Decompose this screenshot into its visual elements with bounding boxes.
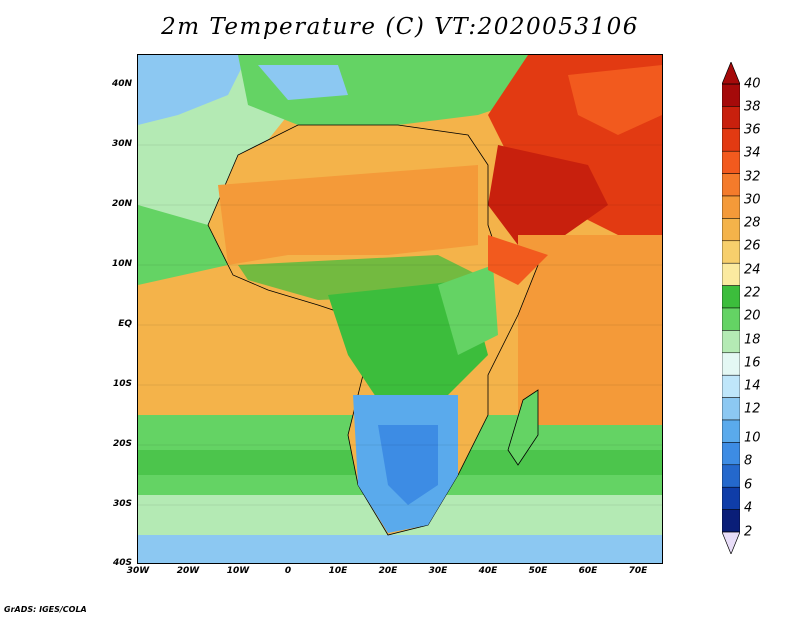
colorbar-swatch-40 bbox=[722, 83, 740, 107]
colorbar-label-20: 20 bbox=[744, 308, 761, 324]
lat-label-20n: 20N bbox=[111, 199, 132, 209]
colorbar-swatch-26 bbox=[722, 240, 740, 264]
colorbar-label-14: 14 bbox=[744, 378, 761, 394]
lon-label-40e: 40E bbox=[478, 566, 498, 576]
lat-label-40s: 40S bbox=[112, 558, 132, 568]
map-canvas bbox=[138, 55, 662, 563]
temperature-map bbox=[137, 54, 663, 564]
grads-credit: GrADS: IGES/COLA bbox=[4, 605, 87, 614]
lon-label-30w: 30W bbox=[126, 566, 150, 576]
map-title: 2m Temperature (C) VT:2020053106 bbox=[161, 14, 639, 40]
colorbar-swatch-22 bbox=[722, 285, 740, 309]
colorbar-swatch-6 bbox=[722, 464, 740, 488]
colorbar-swatch-34 bbox=[722, 150, 740, 174]
colorbar-label-10: 10 bbox=[744, 430, 761, 446]
colorbar-label-8: 8 bbox=[744, 453, 753, 469]
lon-label-10w: 10W bbox=[226, 566, 250, 576]
colorbar-label-22: 22 bbox=[744, 285, 761, 301]
colorbar-label-16: 16 bbox=[744, 355, 761, 371]
colorbar-label-6: 6 bbox=[744, 477, 753, 493]
colorbar-swatch-8 bbox=[722, 442, 740, 466]
colorbar-swatch-2 bbox=[722, 509, 740, 533]
madagascar bbox=[507, 389, 539, 466]
colorbar-label-30: 30 bbox=[744, 192, 761, 208]
east-africa-highlands bbox=[438, 265, 498, 355]
colorbar-label-26: 26 bbox=[744, 238, 761, 254]
colorbar-label-2: 2 bbox=[744, 524, 753, 540]
lat-label-10s: 10S bbox=[112, 379, 132, 389]
colorbar-label-24: 24 bbox=[744, 262, 761, 278]
colorbar-swatch-36 bbox=[722, 128, 740, 152]
colorbar-swatch-24 bbox=[722, 262, 740, 286]
colorbar-label-36: 36 bbox=[744, 122, 761, 138]
colorbar-label-28: 28 bbox=[744, 215, 761, 231]
lon-label-50e: 50E bbox=[528, 566, 548, 576]
colorbar-label-12: 12 bbox=[744, 401, 761, 417]
lon-label-10e: 10E bbox=[328, 566, 348, 576]
colorbar-swatch-30 bbox=[722, 195, 740, 219]
colorbar-swatch-10 bbox=[722, 419, 740, 443]
lat-label-30s: 30S bbox=[112, 499, 132, 509]
lon-label-70e: 70E bbox=[628, 566, 648, 576]
lat-label-30n: 30N bbox=[111, 139, 132, 149]
lon-label-30e: 30E bbox=[428, 566, 448, 576]
colorbar-swatch-38 bbox=[722, 106, 740, 130]
iran-highlands bbox=[568, 65, 662, 135]
sahara bbox=[218, 165, 478, 265]
southern-ocean-cold-band bbox=[138, 535, 662, 563]
colorbar-swatch-16 bbox=[722, 352, 740, 376]
horn-of-africa bbox=[488, 235, 548, 285]
lon-label-0: 0 bbox=[284, 566, 292, 576]
colorbar-top-triangle bbox=[722, 62, 740, 85]
lat-label-eq: EQ bbox=[118, 319, 132, 329]
colorbar-label-4: 4 bbox=[744, 500, 753, 516]
colorbar-swatch-12 bbox=[722, 397, 740, 421]
colorbar-label-34: 34 bbox=[744, 145, 761, 161]
lon-label-20e: 20E bbox=[378, 566, 398, 576]
atlantic-green bbox=[138, 205, 228, 285]
north-atlantic-cold bbox=[138, 55, 248, 125]
indian-ocean bbox=[518, 235, 662, 425]
lat-label-10n: 10N bbox=[111, 259, 132, 269]
colorbar-label-18: 18 bbox=[744, 332, 761, 348]
colorbar-swatch-4 bbox=[722, 486, 740, 510]
colorbar-swatch-18 bbox=[722, 330, 740, 354]
lat-label-40n: 40N bbox=[111, 79, 132, 89]
arabia-very-hot bbox=[488, 145, 608, 245]
europe-cool-patch bbox=[258, 65, 348, 100]
colorbar-swatches bbox=[722, 83, 740, 533]
colorbar-swatch-32 bbox=[722, 173, 740, 197]
lon-label-60e: 60E bbox=[578, 566, 598, 576]
lat-label-20s: 20S bbox=[112, 439, 132, 449]
colorbar-swatch-14 bbox=[722, 374, 740, 398]
colorbar-swatch-20 bbox=[722, 307, 740, 331]
colorbar-swatch-28 bbox=[722, 218, 740, 242]
colorbar bbox=[722, 62, 740, 554]
southern-africa-cold bbox=[378, 425, 438, 505]
lon-label-20w: 20W bbox=[176, 566, 200, 576]
colorbar-bottom-triangle bbox=[722, 531, 740, 554]
colorbar-label-40: 40 bbox=[744, 76, 761, 92]
colorbar-label-38: 38 bbox=[744, 99, 761, 115]
graticule bbox=[138, 144, 662, 506]
colorbar-label-32: 32 bbox=[744, 169, 761, 185]
